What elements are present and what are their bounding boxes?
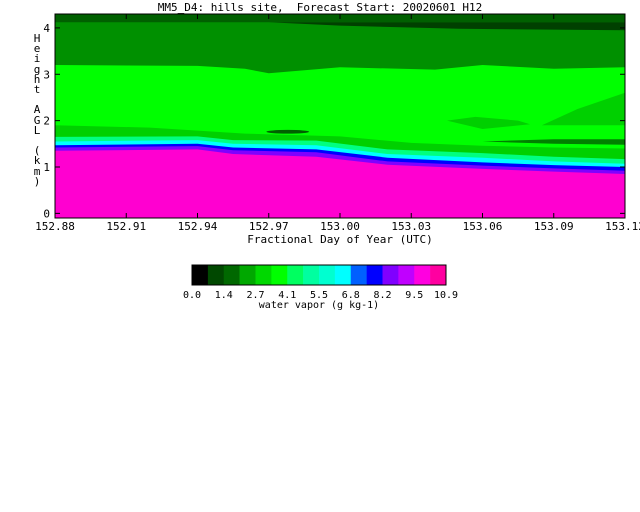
field-group [55, 14, 625, 218]
y-tick-label: 3 [43, 68, 50, 81]
x-tick-label: 152.97 [249, 220, 289, 233]
colorbar-tick-label: 0.0 [183, 290, 201, 301]
colorbar-swatch [350, 265, 367, 285]
colorbar-swatch [255, 265, 272, 285]
x-tick-label: 153.12 [605, 220, 640, 233]
colorbar-tick-label: 10.9 [434, 290, 458, 301]
y-tick-label: 1 [43, 161, 50, 174]
y-axis-label-char: A [33, 103, 41, 117]
axes: 152.88 152.91 152.94 152.97 153.00 153.03 153.… [35, 13, 640, 233]
x-tick-label: 153.06 [463, 220, 503, 233]
chart-title: MM5_D4: hills site, Forecast Start: 2002… [157, 1, 483, 14]
y-axis-label-char: e [33, 42, 41, 56]
colorbar-swatch [207, 265, 225, 285]
colorbar-tick-label: 8.2 [373, 290, 391, 301]
colorbar-swatch [287, 265, 304, 285]
x-axis-label: Fractional Day of Year (UTC) [247, 233, 433, 246]
colorbar-swatch [366, 265, 383, 285]
x-tick-label: 153.03 [391, 220, 431, 233]
plot-area [55, 14, 625, 218]
feature-upper-dark-band [268, 22, 625, 31]
colorbar-swatch [192, 265, 209, 285]
feature-right-wedge [541, 92, 625, 126]
colorbar-swatch [382, 265, 399, 285]
colorbar-tick-label: 5.5 [310, 290, 328, 301]
colorbar-swatch [414, 265, 431, 285]
y-axis-label-char: G [33, 113, 41, 127]
colorbar-swatch [319, 265, 336, 285]
colorbar-swatch [239, 265, 256, 285]
y-axis-label-char: h [33, 72, 41, 86]
y-tick-label: 4 [43, 22, 50, 35]
y-axis-label-char: i [33, 52, 41, 66]
y-tick-label: 0 [43, 207, 50, 220]
colorbar-swatch [303, 265, 320, 285]
y-axis-label-char: m [33, 164, 41, 178]
feature-right-low-band [482, 139, 625, 145]
y-axis-label-char: ( [33, 144, 41, 158]
y-axis-label-char: g [33, 62, 41, 76]
colorbar-tick-label: 4.1 [278, 290, 296, 301]
colorbar-tick-label: 6.8 [342, 290, 360, 301]
x-tick-label: 152.94 [178, 220, 218, 233]
colorbar-tick-label: 2.7 [246, 290, 264, 301]
colorbar-swatch [430, 265, 447, 285]
colorbar: 0.0 1.4 2.7 4.1 5.5 6.8 8.2 9.5 10.9 [183, 264, 458, 301]
colorbar-tick-label: 1.4 [215, 290, 233, 301]
colorbar-swatch [271, 265, 288, 285]
x-tick-label: 152.91 [106, 220, 146, 233]
colorbar-frame [191, 264, 447, 286]
feature-dry-lens [266, 129, 310, 134]
y-axis-label-char: t [33, 83, 41, 97]
y-axis-label-char: H [33, 32, 41, 45]
y-axis-label-char: k [33, 154, 41, 168]
x-tick-label: 153.00 [320, 220, 360, 233]
field-layer-moist-boundary-layer [55, 149, 625, 218]
y-axis-label-char: L [33, 123, 41, 137]
y-tick-label: 2 [43, 115, 50, 128]
y-axis-label-char: ) [33, 174, 41, 188]
colorbar-swatch [398, 265, 415, 285]
x-tick-label: 152.88 [35, 220, 75, 233]
colorbar-tick-label: 9.5 [405, 290, 423, 301]
feature-green-bump [446, 116, 530, 129]
x-tick-label: 153.09 [534, 220, 574, 233]
colorbar-label: water vapor (g kg-1) [258, 300, 380, 311]
colorbar-swatch [334, 265, 352, 285]
colorbar-swatch [223, 265, 240, 285]
